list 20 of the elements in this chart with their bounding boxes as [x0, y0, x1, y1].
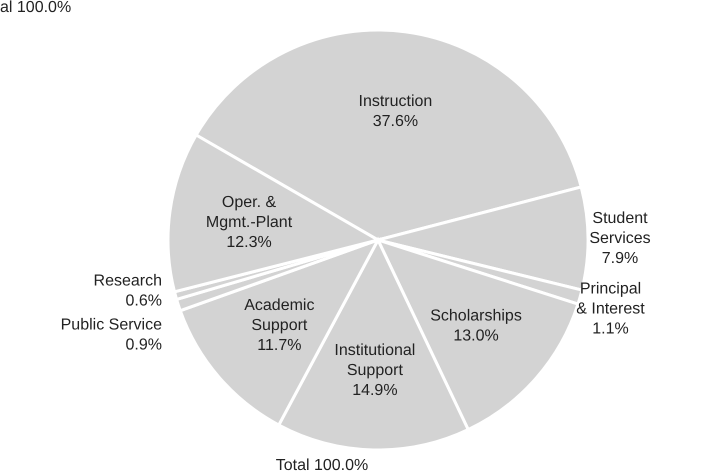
slice-label: Public Service — [60, 316, 162, 334]
data-label: 7.9% — [602, 250, 638, 268]
slice-label: Scholarships — [430, 308, 522, 325]
slice-label: Academic Support — [244, 296, 314, 334]
data-label: 13.0% — [453, 328, 499, 345]
data-label: 0.9% — [126, 336, 162, 354]
slice-label: Research — [94, 272, 162, 290]
data-label: 11.7% — [257, 336, 302, 354]
slice-label: Oper. & Mgmt.-Plant — [206, 194, 293, 232]
slice-label: Student Services — [589, 210, 651, 248]
slice-label: Institutional Support — [334, 342, 416, 380]
text: Total 100.0% — [276, 457, 368, 474]
slice-label: Principal & Interest — [576, 280, 646, 318]
data-label: 37.6% — [372, 112, 418, 130]
data-label: 0.6% — [126, 292, 162, 310]
slice-label: Instruction — [358, 92, 432, 110]
text: al 100.0% — [0, 0, 72, 16]
data-label: 1.1% — [592, 320, 629, 338]
data-label: 14.9% — [352, 382, 398, 400]
data-label: 12.3% — [226, 234, 272, 252]
